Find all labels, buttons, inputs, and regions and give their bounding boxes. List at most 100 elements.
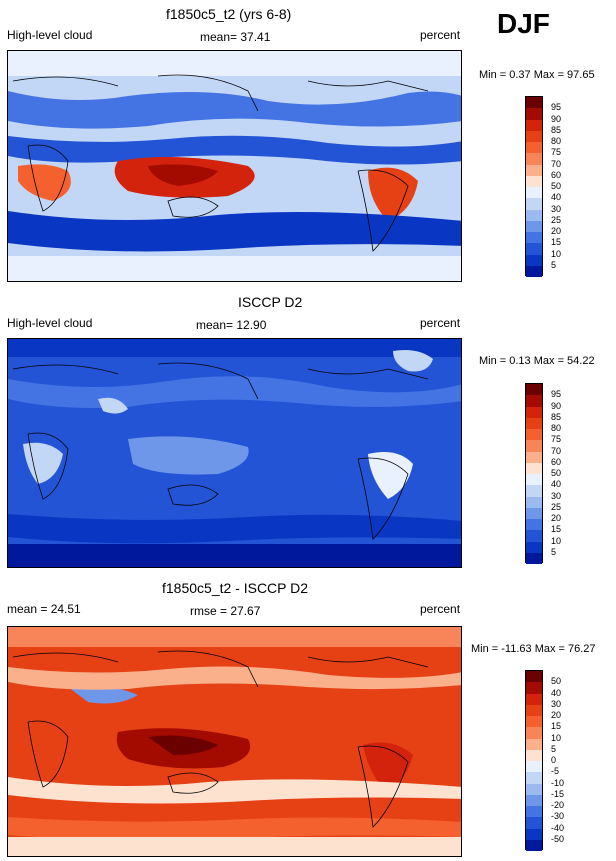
panel2-colorbar-tick-label: 50 bbox=[551, 468, 562, 478]
panel1-africa-cloud bbox=[18, 164, 71, 201]
panel3-colorbar-tick-label: -15 bbox=[551, 788, 565, 799]
panel2-colorbar-tick-label: 20 bbox=[551, 513, 562, 523]
panel2-colorbar-segment bbox=[526, 496, 542, 508]
panel2-africa-patch bbox=[23, 442, 63, 484]
panel3-colorbar-segment bbox=[526, 817, 542, 829]
panel3-colorbar-segment bbox=[526, 828, 542, 840]
panel2-warmpool-patch bbox=[128, 436, 249, 475]
panel1-colorbar-tick-label: 10 bbox=[551, 248, 562, 259]
panel3-colorbar-tick-label: 15 bbox=[551, 721, 562, 732]
panel3-colorbar-tick-label: 20 bbox=[551, 710, 562, 720]
panel1-colorbar-tick-label: 50 bbox=[551, 181, 562, 191]
panel2-colorbar-tick-label: 5 bbox=[551, 546, 557, 557]
panel3-colorbar bbox=[525, 670, 543, 851]
panel2-amazon-patch bbox=[368, 451, 413, 499]
panel2-colorbar-tick-label: 80 bbox=[551, 423, 562, 433]
panel2-colorbar-segment bbox=[526, 406, 542, 418]
panel3-colorbar-segment bbox=[526, 693, 542, 705]
panel1-antarctic-band bbox=[8, 256, 461, 281]
panel3-colorbar-tick-label: -20 bbox=[551, 800, 565, 810]
panel1-colorbar-segment bbox=[526, 220, 542, 232]
panel3-colorbar-tick-label: 50 bbox=[551, 676, 562, 687]
panel3-colorbar-segment bbox=[526, 671, 542, 683]
panel1-coastlines-north bbox=[12, 74, 429, 112]
panel1-map bbox=[7, 50, 462, 282]
panel2-colorbar-segment bbox=[526, 552, 542, 564]
panel2-colorbar-segment bbox=[526, 530, 542, 542]
panel3-map bbox=[7, 626, 462, 857]
panel1-colorbar-tick-label: 40 bbox=[551, 192, 562, 203]
panel3-colorbar-segment bbox=[526, 682, 542, 694]
panel1-colorbar-tick-label: 5 bbox=[551, 259, 557, 270]
panel2-arctic-band bbox=[8, 339, 461, 357]
panel2-colorbar-tick-label: 85 bbox=[551, 411, 562, 422]
panel1-units-label: percent bbox=[420, 28, 461, 42]
panel1-colorbar-segment bbox=[526, 142, 542, 154]
panel3-subtropic-south bbox=[8, 777, 461, 804]
panel2-colorbar-segment bbox=[526, 462, 542, 474]
panel3-colorbar-tick-label: -50 bbox=[551, 833, 565, 844]
panel2-colorbar-tick-label: 15 bbox=[551, 524, 562, 535]
panel2-colorbar-tick-label: 30 bbox=[551, 490, 562, 501]
panel3-colorbar-tick-label: 30 bbox=[551, 698, 562, 709]
panel1-colorbar-segment bbox=[526, 198, 542, 210]
panel3-amazon-anomaly bbox=[363, 742, 413, 792]
panel1-colorbar bbox=[525, 96, 543, 277]
panel3-units-label: percent bbox=[420, 602, 461, 616]
panel2-coastlines-north bbox=[12, 362, 429, 400]
panel3-rmse-label: rmse = 27.67 bbox=[190, 604, 261, 618]
panel1-colorbar-segment bbox=[526, 209, 542, 221]
panel1-subtropic-south bbox=[8, 211, 461, 252]
panel1-colorbar-segment bbox=[526, 232, 542, 244]
panel3-colorbar-tick-label: -30 bbox=[551, 811, 565, 822]
panel3-colorbar-segment bbox=[526, 749, 542, 761]
panel1-colorbar-segment bbox=[526, 243, 542, 255]
panel1-warmpool-core bbox=[148, 164, 218, 186]
panel1-colorbar-segment bbox=[526, 265, 542, 277]
panel2-colorbar-segment bbox=[526, 485, 542, 497]
panel2-colorbar-segment bbox=[526, 384, 542, 396]
panel1-colorbar-segment bbox=[526, 254, 542, 266]
panel3-colorbar-segment bbox=[526, 794, 542, 806]
panel2-colorbar-segment bbox=[526, 541, 542, 553]
panel1-colorbar-segment bbox=[526, 97, 542, 109]
panel3-coastlines-north bbox=[12, 650, 429, 688]
panel2-colorbar-segment bbox=[526, 474, 542, 486]
panel1-colorbar-tick-label: 20 bbox=[551, 226, 562, 236]
panel3-colorbar-tick-label: 40 bbox=[551, 687, 562, 698]
panel2-colorbar-tick-label: 25 bbox=[551, 501, 562, 512]
panel3-colorbar-tick-label: -10 bbox=[551, 777, 565, 788]
panel1-mean-label: mean= 37.41 bbox=[200, 30, 271, 44]
panel3-coastlines-south bbox=[27, 720, 409, 828]
panel3-colorbar-tick-label: -40 bbox=[551, 822, 565, 833]
panel3-southern-band bbox=[8, 817, 461, 841]
panel2-colorbar-segment bbox=[526, 440, 542, 452]
panel1-colorbar-segment bbox=[526, 164, 542, 176]
panel3-minmax-label: Min = -11.63 Max = 76.27 bbox=[471, 643, 596, 655]
panel2-colorbar-tick-label: 40 bbox=[551, 479, 562, 490]
season-label: DJF bbox=[497, 8, 550, 39]
panel3-title: f1850c5_t2 - ISCCP D2 bbox=[162, 580, 309, 596]
panel2-map bbox=[7, 338, 462, 568]
panel2-colorbar-tick-label: 60 bbox=[551, 456, 562, 467]
panel3-colorbar-segment bbox=[526, 783, 542, 795]
panel1-colorbar-segment bbox=[526, 130, 542, 142]
panel3-colorbar-segment bbox=[526, 704, 542, 716]
panel3-colorbar-tick-label: 5 bbox=[551, 743, 557, 754]
panel1-minmax-label: Min = 0.37 Max = 97.65 bbox=[479, 69, 595, 81]
panel1-colorbar-segment bbox=[526, 187, 542, 199]
panel1-amazon-cloud bbox=[368, 167, 418, 221]
panel1-coastlines-south bbox=[27, 144, 409, 252]
panel2-pacific-patch bbox=[98, 397, 128, 414]
panel1-arctic-band bbox=[8, 51, 461, 76]
panel2-colorbar-segment bbox=[526, 507, 542, 519]
panel3-warmpool-core bbox=[148, 735, 218, 755]
panel1-variable-label: High-level cloud bbox=[7, 28, 93, 42]
panel1-colorbar-tick-label: 15 bbox=[551, 237, 562, 248]
panel2-units-label: percent bbox=[420, 316, 461, 330]
panel3-colorbar-tick-label: 0 bbox=[551, 755, 557, 765]
panel2-title: ISCCP D2 bbox=[238, 294, 303, 310]
panel3-colorbar-segment bbox=[526, 727, 542, 739]
panel1-title: f1850c5_t2 (yrs 6-8) bbox=[166, 6, 292, 22]
panel3-colorbar-segment bbox=[526, 806, 542, 818]
